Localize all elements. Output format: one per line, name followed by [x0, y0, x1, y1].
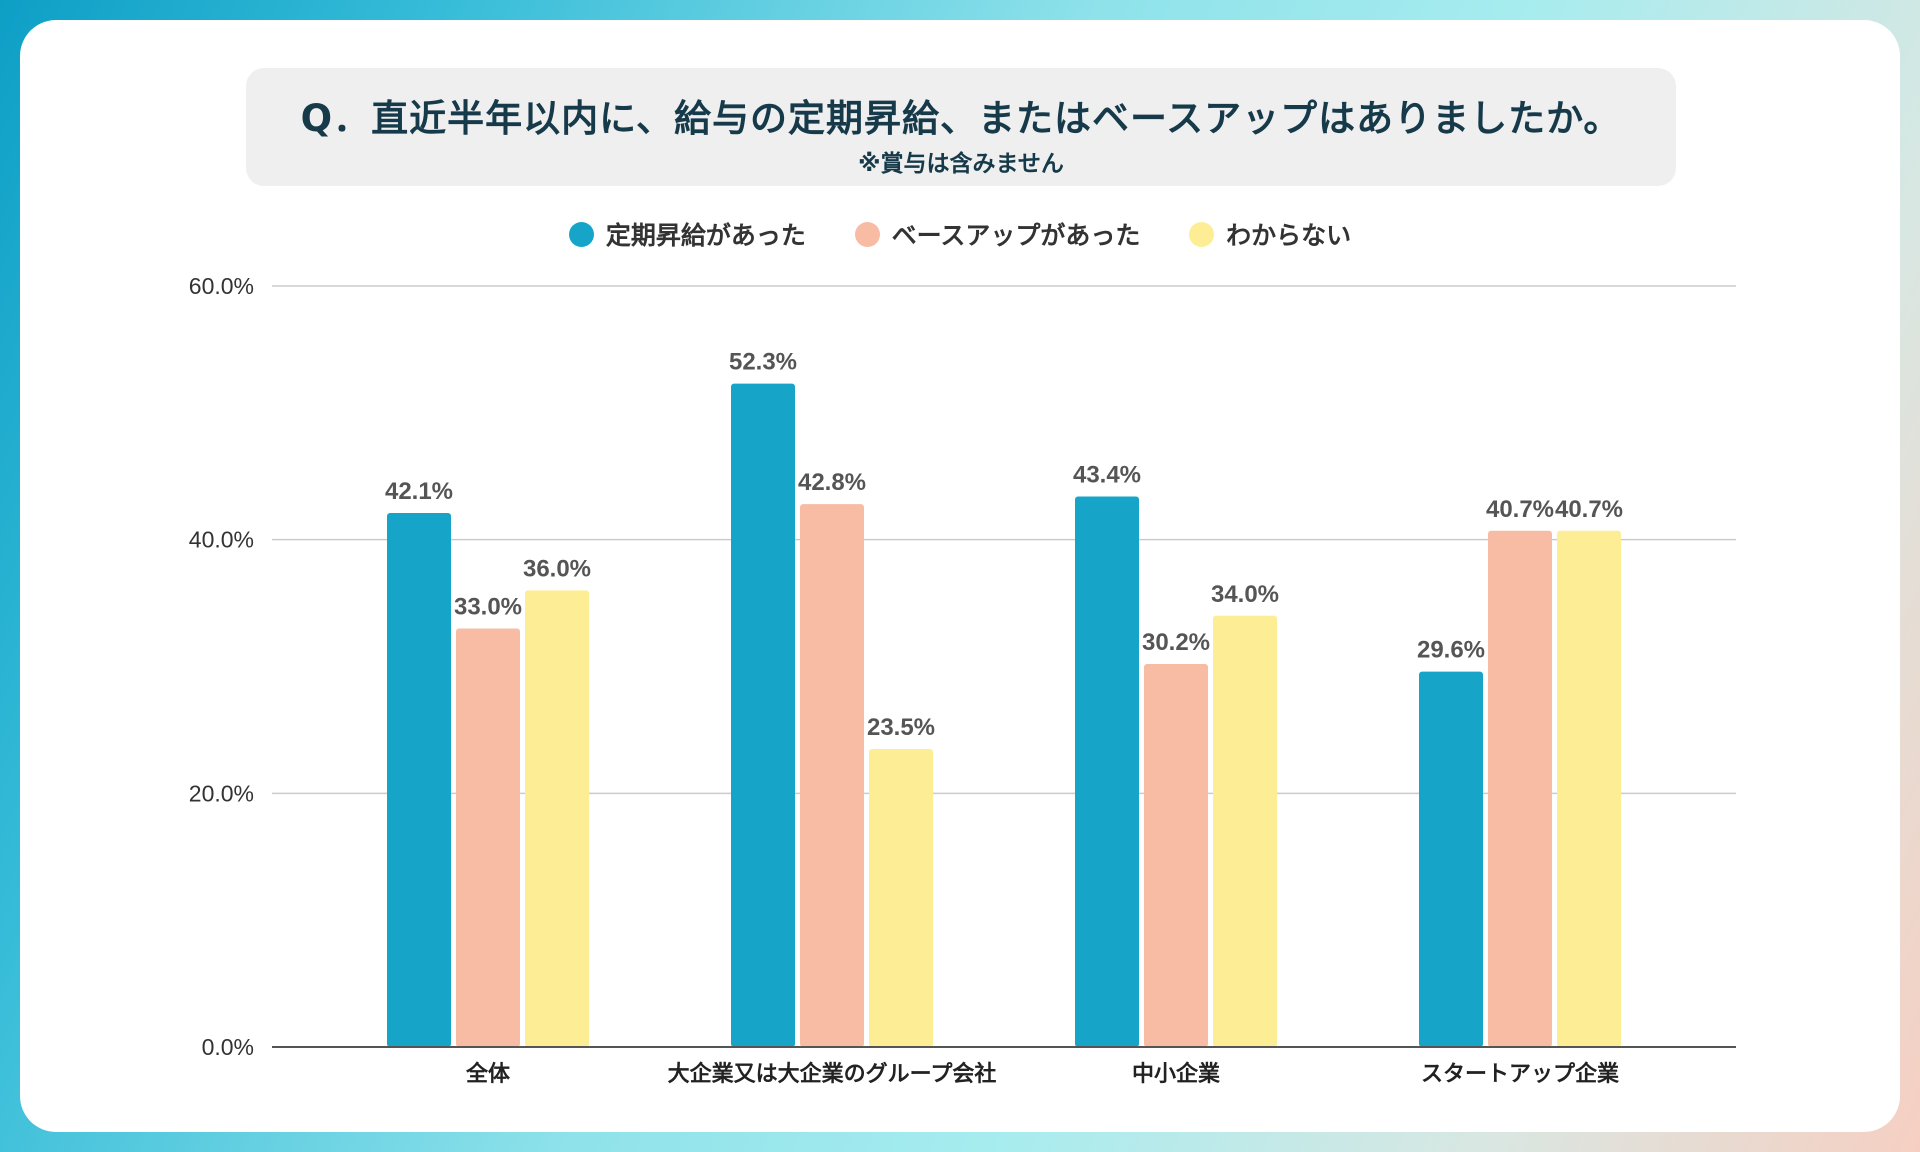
bar-value-label: 36.0%	[523, 555, 591, 582]
legend-item-series-1: 定期昇給があった	[568, 216, 806, 252]
bar-value-label: 29.6%	[1417, 637, 1485, 664]
legend-dot-icon	[1189, 222, 1215, 247]
chart-card: Q．直近半年以内に、給与の定期昇給、またはベースアップはありましたか。 ※賞与は…	[20, 20, 1900, 1132]
bar-chart: 0.0% 20.0% 40.0% 60.0% 42.1% 33.0%36.0% 52.3%…	[189, 273, 1736, 1087]
bar-value-label: 40.7%	[1486, 496, 1554, 523]
bars	[387, 383, 1621, 1048]
bar-value-label: 40.7%	[1555, 496, 1623, 523]
bar-value-label: 34.0%	[1211, 581, 1279, 608]
y-tick-label: 20.0%	[189, 780, 254, 806]
legend-label: わからない	[1226, 221, 1352, 250]
y-tick-label: 60.0%	[189, 273, 254, 299]
x-axis-categories: 全体 大企業又は大企業のグループ会社 中小企業 スタートアップ企業	[465, 1061, 1620, 1087]
bar	[800, 504, 864, 1047]
y-axis-ticks: 0.0% 20.0% 40.0% 60.0%	[189, 273, 254, 1060]
legend-dot-icon	[568, 222, 594, 247]
bar-value-label: 30.2%	[1142, 629, 1210, 656]
x-category-label: 中小企業	[1132, 1061, 1221, 1087]
bar	[1557, 530, 1621, 1047]
title-box: Q．直近半年以内に、給与の定期昇給、またはベースアップはありましたか。 ※賞与は…	[246, 68, 1676, 186]
bar	[1144, 663, 1208, 1047]
bar-value-label: 33.0%	[454, 593, 522, 620]
bar	[1213, 615, 1277, 1047]
bar	[731, 383, 795, 1048]
legend-item-series-3: わからない	[1189, 216, 1351, 252]
bar-value-label: 23.5%	[867, 714, 935, 741]
y-tick-label: 0.0%	[202, 1034, 254, 1060]
bar-value-label: 42.1%	[385, 478, 453, 505]
bar	[869, 748, 933, 1047]
bar	[456, 628, 520, 1047]
chart-subtitle: ※賞与は含みません	[858, 151, 1064, 177]
legend-label: ベースアップがあった	[891, 221, 1141, 250]
legend: 定期昇給があった ベースアップがあった わからない	[20, 216, 1900, 252]
bar	[525, 590, 589, 1047]
legend-item-series-2: ベースアップがあった	[854, 216, 1141, 252]
x-category-label: 全体	[465, 1061, 511, 1087]
legend-label: 定期昇給があった	[605, 221, 806, 250]
bar-value-label: 52.3%	[729, 349, 797, 376]
value-labels: 42.1% 33.0%36.0% 52.3% 42.8% 23.5% 43.4% 30.2%…	[385, 349, 1623, 741]
bar	[1488, 530, 1552, 1047]
legend-dot-icon	[854, 222, 880, 247]
bar	[1419, 671, 1483, 1047]
chart-title: Q．直近半年以内に、給与の定期昇給、またはベースアップはありましたか。	[300, 97, 1622, 140]
y-tick-label: 40.0%	[189, 527, 254, 553]
bar-value-label: 43.4%	[1073, 462, 1141, 489]
x-category-label: 大企業又は大企業のグループ会社	[668, 1061, 997, 1087]
x-category-label: スタートアップ企業	[1421, 1061, 1620, 1087]
bar	[1075, 496, 1139, 1047]
bar-value-label: 42.8%	[798, 469, 866, 496]
bar	[387, 513, 451, 1047]
